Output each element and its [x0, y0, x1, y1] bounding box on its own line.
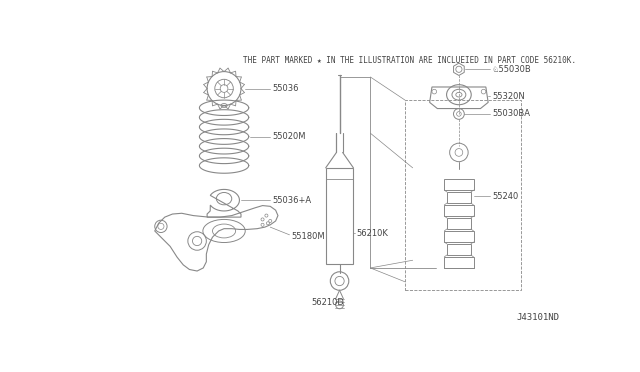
- Text: J43101ND: J43101ND: [516, 313, 559, 322]
- Text: 55180M: 55180M: [291, 232, 324, 241]
- Bar: [447, 218, 471, 229]
- Bar: [326, 168, 353, 264]
- Bar: [444, 257, 474, 268]
- Text: 55240: 55240: [492, 192, 518, 201]
- Text: 55036+A: 55036+A: [273, 196, 312, 205]
- Text: 55020M: 55020M: [273, 132, 306, 141]
- Text: 56210K: 56210K: [356, 229, 388, 238]
- Bar: [447, 244, 471, 255]
- Text: 55036: 55036: [273, 84, 299, 93]
- Text: ♘55030B: ♘55030B: [492, 65, 532, 74]
- Bar: [444, 205, 474, 216]
- Bar: [444, 179, 474, 190]
- Bar: [405, 100, 520, 289]
- Text: 55030BA: 55030BA: [492, 109, 530, 118]
- Bar: [444, 231, 474, 242]
- Text: 55320N: 55320N: [492, 92, 525, 101]
- Text: THE PART MARKED ★ IN THE ILLUSTRATION ARE INCLUEIED IN PART CODE 56210K.: THE PART MARKED ★ IN THE ILLUSTRATION AR…: [243, 56, 576, 65]
- Text: 56210D: 56210D: [311, 298, 344, 307]
- Bar: [447, 192, 471, 203]
